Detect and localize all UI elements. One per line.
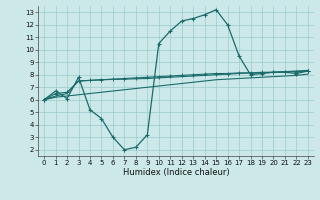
X-axis label: Humidex (Indice chaleur): Humidex (Indice chaleur) — [123, 168, 229, 177]
